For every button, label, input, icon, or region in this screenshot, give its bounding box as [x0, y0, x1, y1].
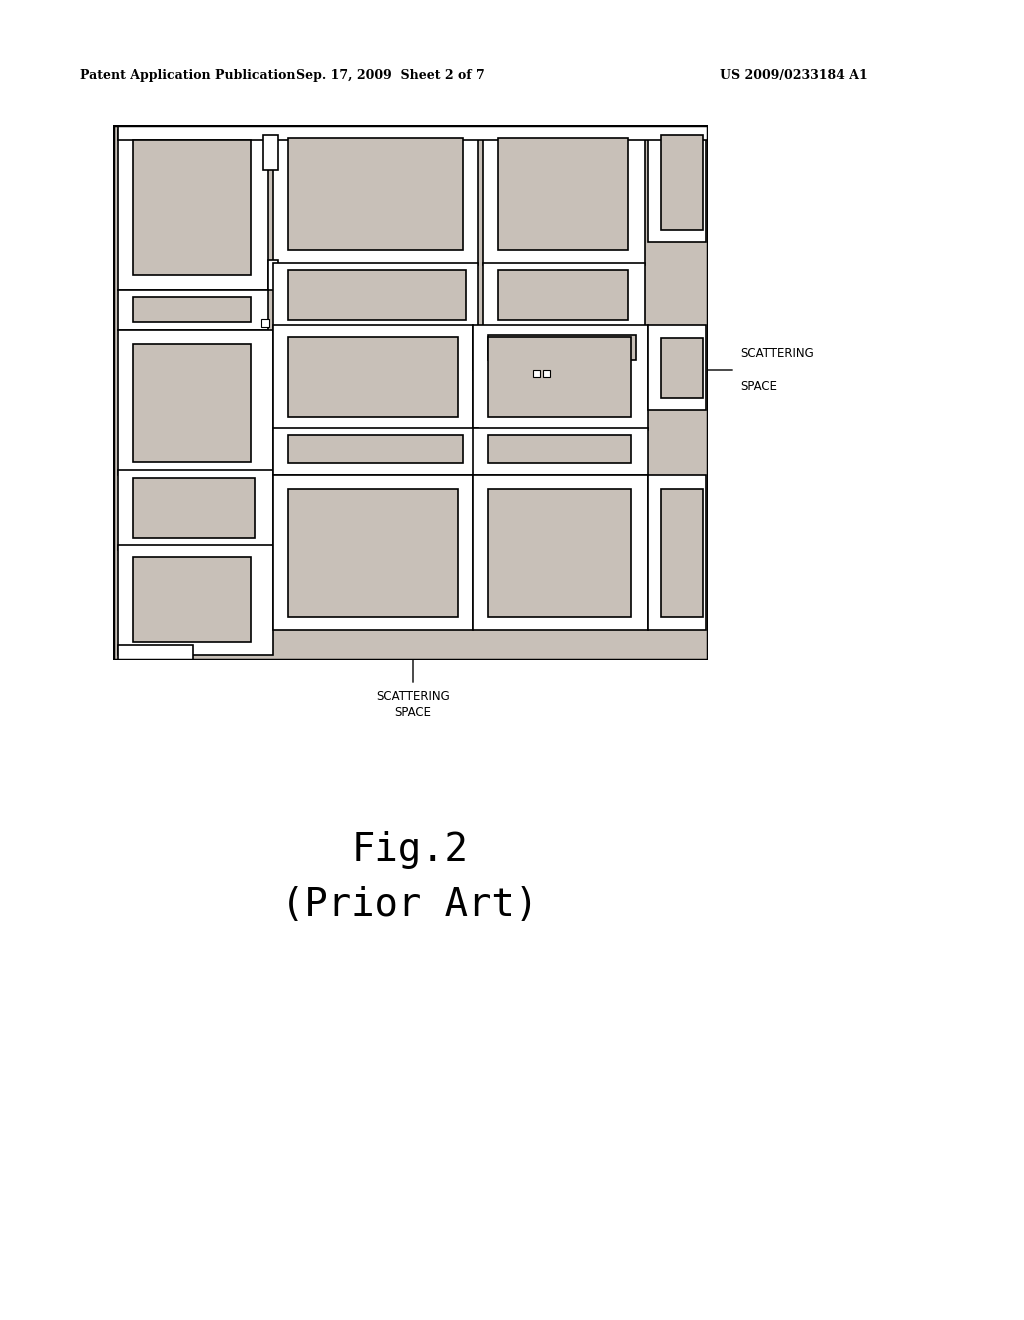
Text: US 2009/0233184 A1: US 2009/0233184 A1	[720, 69, 867, 82]
Polygon shape	[118, 470, 273, 550]
Bar	[133, 478, 255, 539]
Text: Fig.2: Fig.2	[351, 832, 468, 869]
Bar	[261, 319, 269, 327]
Text: SCATTERING: SCATTERING	[376, 690, 450, 704]
Bar	[188, 570, 210, 630]
Bar	[488, 335, 636, 360]
Text: SCATTERING: SCATTERING	[740, 347, 814, 360]
Bar	[118, 330, 273, 475]
Bar	[351, 350, 373, 405]
Bar	[273, 475, 473, 630]
Bar	[543, 370, 550, 378]
Bar	[153, 359, 175, 447]
Bar	[488, 488, 631, 616]
Bar	[303, 150, 373, 238]
Bar	[506, 506, 528, 603]
Bar	[118, 545, 273, 655]
Bar	[498, 139, 628, 249]
Bar	[488, 436, 631, 463]
Bar	[662, 338, 703, 399]
Bar	[288, 436, 463, 463]
Bar	[483, 128, 645, 265]
Polygon shape	[273, 263, 478, 330]
Text: (Prior Art): (Prior Art)	[282, 886, 539, 924]
Bar	[648, 325, 706, 411]
Bar	[308, 350, 330, 405]
Bar	[273, 128, 478, 265]
Bar	[133, 297, 251, 322]
Bar	[188, 359, 210, 447]
Bar	[546, 506, 568, 603]
Bar	[133, 140, 251, 275]
Bar	[662, 488, 703, 616]
Polygon shape	[118, 290, 268, 330]
Bar	[668, 506, 679, 603]
Bar	[648, 475, 706, 630]
Bar	[288, 337, 458, 417]
Bar	[473, 325, 648, 430]
Text: Sep. 17, 2009  Sheet 2 of 7: Sep. 17, 2009 Sheet 2 of 7	[296, 69, 484, 82]
Polygon shape	[473, 330, 648, 370]
Bar	[133, 557, 251, 642]
Bar	[145, 154, 238, 261]
Bar	[575, 150, 615, 238]
Text: SPACE: SPACE	[740, 380, 777, 393]
Polygon shape	[473, 428, 648, 475]
Bar	[662, 135, 703, 230]
Bar	[308, 506, 330, 603]
Bar	[648, 127, 706, 242]
Bar	[268, 260, 278, 290]
Bar	[511, 150, 561, 238]
Polygon shape	[118, 645, 193, 660]
Polygon shape	[483, 263, 645, 330]
Bar	[263, 135, 278, 170]
Bar	[668, 345, 696, 389]
Bar	[534, 370, 540, 378]
Bar	[153, 570, 175, 630]
Bar	[118, 129, 268, 290]
Bar	[351, 506, 373, 603]
Text: SPACE: SPACE	[394, 706, 431, 719]
Bar	[498, 271, 628, 319]
Bar	[288, 139, 463, 249]
Bar	[668, 143, 696, 220]
Bar	[133, 345, 251, 462]
Bar	[686, 506, 697, 603]
Bar	[288, 488, 458, 616]
Bar	[288, 271, 466, 319]
Text: Patent Application Publication: Patent Application Publication	[80, 69, 296, 82]
Polygon shape	[273, 428, 478, 475]
Bar	[506, 350, 528, 405]
Bar	[273, 325, 473, 430]
Bar	[393, 150, 443, 238]
Bar	[473, 475, 648, 630]
Bar	[488, 337, 631, 417]
Bar	[118, 125, 708, 140]
Bar	[546, 350, 568, 405]
